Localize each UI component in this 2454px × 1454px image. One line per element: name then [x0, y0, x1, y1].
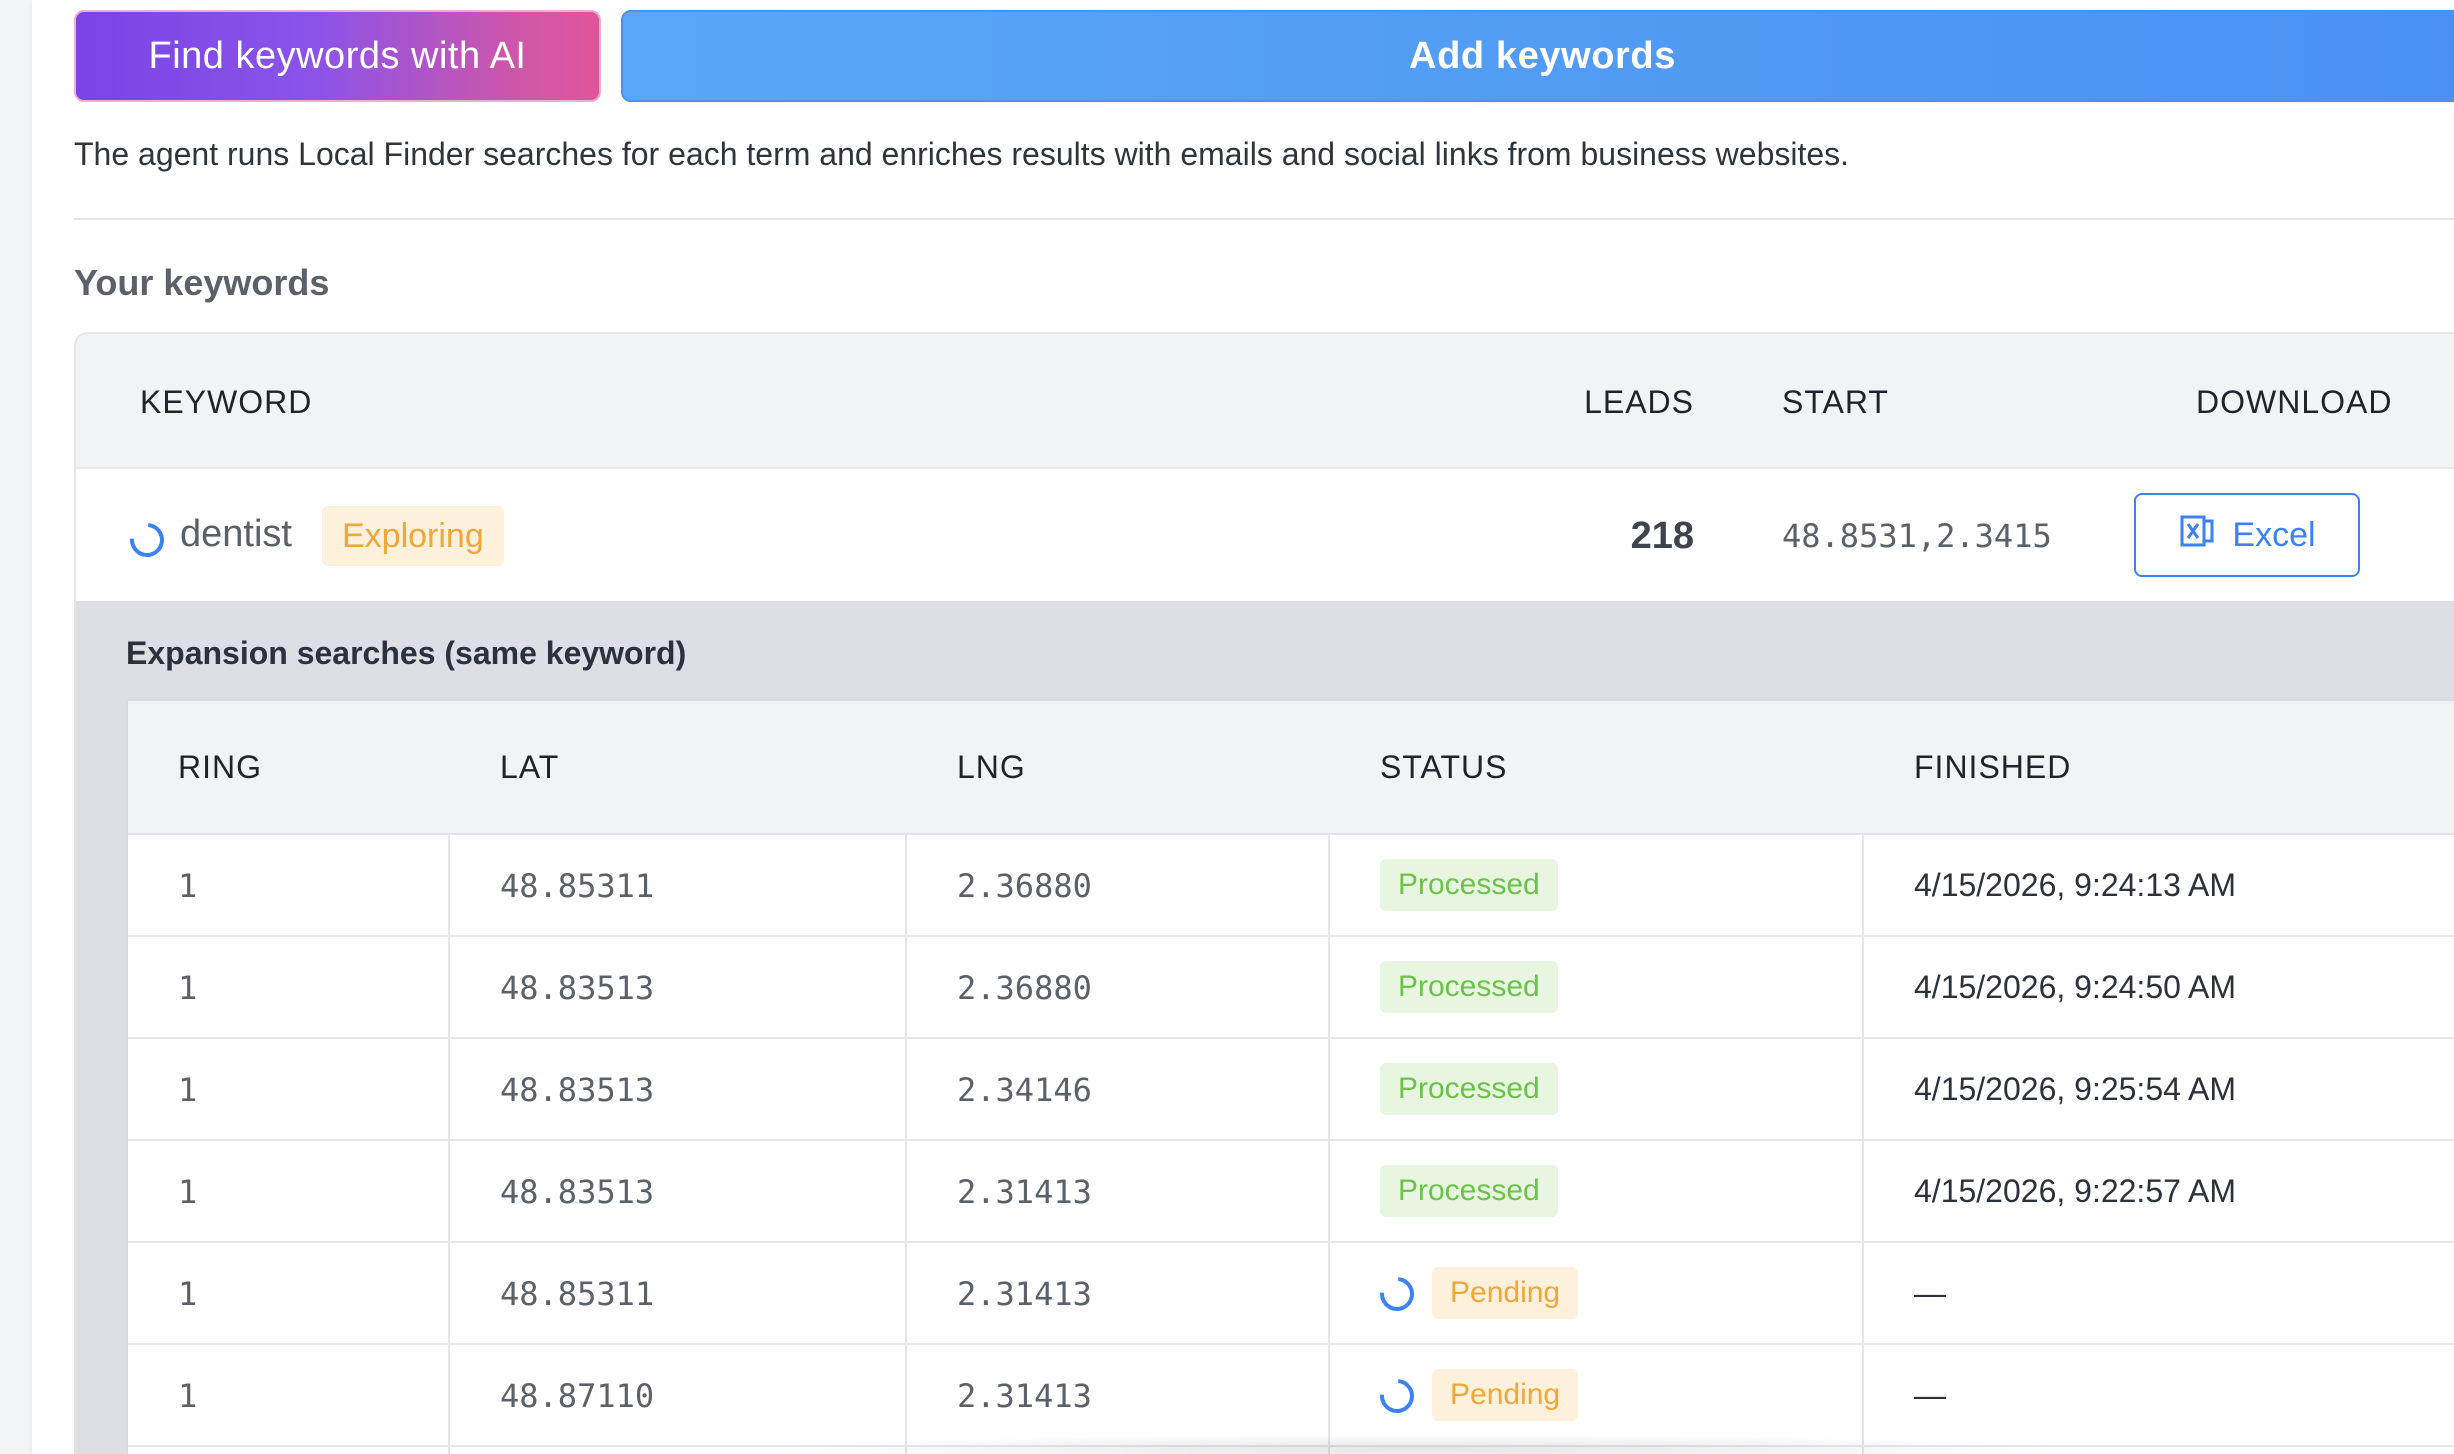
header-lat: LAT: [500, 749, 560, 785]
excel-icon: [2178, 511, 2218, 560]
status-badge-pending: Pending: [1432, 1369, 1579, 1421]
column-divider: [1862, 701, 1864, 1454]
column-divider: [448, 701, 450, 1454]
keywords-table-header: KEYWORD LEADS START DOWNLOAD: [76, 334, 2454, 469]
divider: [74, 218, 2454, 220]
spinner-icon: [123, 516, 171, 564]
finished-cell: 4/15/2026, 9:22:57 AM: [1914, 1173, 2237, 1209]
header-status: STATUS: [1380, 749, 1508, 785]
table-row[interactable]: 1 48.87110 2.31413 Pending —: [128, 1345, 2454, 1447]
lng-cell: 2.36880: [957, 867, 1092, 905]
finished-cell: —: [1914, 1275, 1946, 1311]
lng-cell: 2.31413: [957, 1377, 1092, 1415]
agent-description: The agent runs Local Finder searches for…: [74, 136, 1850, 172]
expansion-table-header: RING LAT LNG STATUS FINISHED: [128, 701, 2454, 835]
header-keyword: KEYWORD: [140, 384, 313, 420]
lat-cell: 48.83513: [500, 969, 655, 1007]
lat-cell: 48.85311: [500, 867, 655, 905]
ring-cell: 1: [178, 1377, 198, 1415]
start-coordinates: 48.8531,2.3415: [1782, 517, 2052, 555]
status-badge-processed: Processed: [1380, 1165, 1558, 1217]
status-badge-pending: Pending: [1432, 1267, 1579, 1319]
column-divider: [905, 701, 907, 1454]
ring-cell: 1: [178, 1071, 198, 1109]
table-row[interactable]: 1 48.83513 2.31413 Processed 4/15/2026, …: [128, 1141, 2454, 1243]
finished-cell: 4/15/2026, 9:24:50 AM: [1914, 969, 2237, 1005]
add-keywords-button[interactable]: Add keywords: [621, 10, 2454, 102]
table-row[interactable]: 1 48.85311 2.31413 Pending —: [128, 1243, 2454, 1345]
table-row[interactable]: 1 48.83513 2.34146 Processed 4/15/2026, …: [128, 1039, 2454, 1141]
header-finished: FINISHED: [1914, 749, 2072, 785]
action-bar: Find keywords with AI Add keywords: [74, 10, 2454, 103]
find-keywords-ai-button[interactable]: Find keywords with AI: [74, 10, 601, 102]
leads-count: 218: [1630, 515, 1694, 557]
keyword-name: dentist: [180, 513, 292, 555]
lng-cell: 2.31413: [957, 1173, 1092, 1211]
ring-cell: 1: [178, 1275, 198, 1313]
spinner-icon: [1373, 1372, 1421, 1420]
status-badge-processed: Processed: [1380, 1063, 1558, 1115]
status-badge-processed: Processed: [1380, 859, 1558, 911]
status-badge-exploring: Exploring: [322, 506, 504, 566]
table-row[interactable]: 1 48.85311 2.36880 Processed 4/15/2026, …: [128, 835, 2454, 937]
excel-label: Excel: [2232, 515, 2316, 554]
lng-cell: 2.31413: [957, 1275, 1092, 1313]
lat-cell: 48.85311: [500, 1275, 655, 1313]
ring-cell: 1: [178, 1173, 198, 1211]
header-lng: LNG: [957, 749, 1026, 785]
scroll-shadow: [768, 1434, 2068, 1454]
column-divider: [1328, 701, 1330, 1454]
keyword-row[interactable]: dentist Exploring 218 48.8531,2.3415 Exc…: [76, 469, 2454, 601]
expansion-title: Expansion searches (same keyword): [126, 635, 687, 671]
lat-cell: 48.83513: [500, 1071, 655, 1109]
header-download: DOWNLOAD: [2196, 384, 2393, 420]
lat-cell: 48.87110: [500, 1377, 655, 1415]
leads-cell: 218: [1350, 469, 1694, 601]
lng-cell: 2.36880: [957, 969, 1092, 1007]
download-excel-button[interactable]: Excel: [2134, 493, 2360, 577]
table-row[interactable]: 1 48.83513 2.36880 Processed 4/15/2026, …: [128, 937, 2454, 1039]
header-start: START: [1782, 384, 1889, 420]
header-leads: LEADS: [1584, 384, 1694, 420]
section-title: Your keywords: [74, 262, 330, 303]
expansion-table: RING LAT LNG STATUS FINISHED 1 48.85311 …: [126, 699, 2454, 1454]
ring-cell: 1: [178, 969, 198, 1007]
expansion-panel: Expansion searches (same keyword) RING L…: [76, 601, 2454, 1454]
status-badge-processed: Processed: [1380, 961, 1558, 1013]
header-ring: RING: [178, 749, 262, 785]
ring-cell: 1: [178, 867, 198, 905]
finished-cell: 4/15/2026, 9:25:54 AM: [1914, 1071, 2237, 1107]
lng-cell: 2.34146: [957, 1071, 1092, 1109]
finished-cell: 4/15/2026, 9:24:13 AM: [1914, 867, 2237, 903]
keywords-table: KEYWORD LEADS START DOWNLOAD dentist Exp…: [74, 332, 2454, 1454]
spinner-icon: [1373, 1270, 1421, 1318]
lat-cell: 48.83513: [500, 1173, 655, 1211]
page: Find keywords with AI Add keywords The a…: [32, 0, 2454, 1454]
finished-cell: —: [1914, 1377, 1946, 1413]
